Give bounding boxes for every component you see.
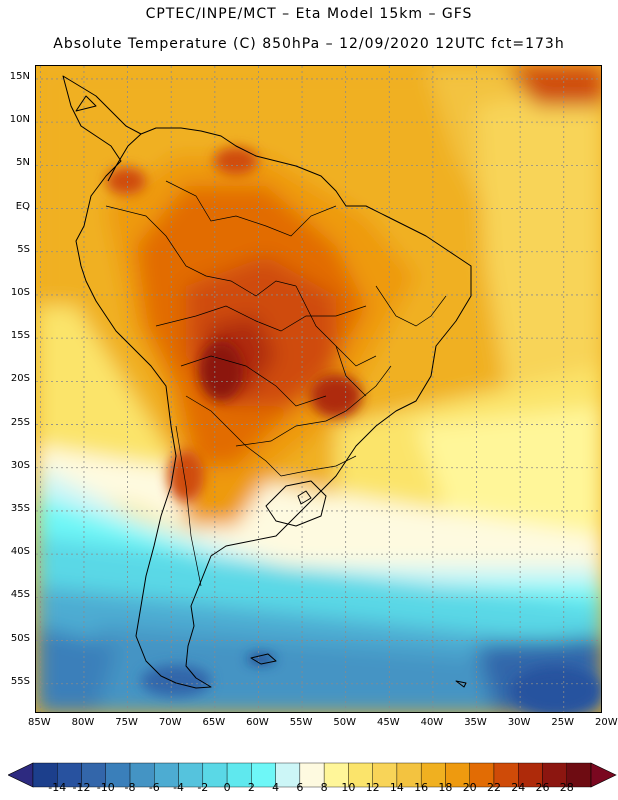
colorbar-label: 2 — [247, 781, 255, 794]
colorbar-label: 26 — [535, 781, 550, 794]
colorbar-swatch — [469, 762, 495, 788]
lat-label: 30S — [10, 459, 30, 471]
temperature-map — [36, 66, 601, 712]
colorbar-label: 6 — [296, 781, 304, 794]
colorbar-label: 12 — [365, 781, 380, 794]
colorbar-label: 14 — [389, 781, 404, 794]
colorbar-swatch — [251, 762, 276, 788]
colorbar-swatch — [202, 762, 228, 788]
colorbar-swatch — [493, 762, 519, 788]
lon-label: 35W — [464, 717, 487, 728]
lon-label: 30W — [507, 717, 531, 728]
colorbar-swatch — [275, 762, 301, 788]
colorbar-label: 10 — [341, 781, 356, 794]
country-borders — [105, 180, 447, 587]
colorbar-label: 20 — [462, 781, 477, 794]
lat-label: 55S — [10, 675, 30, 687]
lon-label: 75W — [115, 717, 138, 728]
lat-label: 15N — [9, 70, 30, 82]
colorbar-label: 16 — [414, 781, 429, 794]
colorbar-swatch — [542, 762, 567, 788]
colorbar-label: 0 — [223, 781, 231, 794]
colorbar-label: -4 — [173, 781, 185, 794]
lat-label: 50S — [10, 632, 30, 644]
colorbar-swatch — [372, 762, 398, 788]
colorbar-swatch — [226, 762, 252, 788]
colorbar-swatch — [32, 762, 58, 788]
colorbar-label: -14 — [48, 781, 67, 794]
colorbar-label: 22 — [486, 781, 501, 794]
colorbar-label: 24 — [511, 781, 526, 794]
colorbar — [8, 762, 617, 788]
colorbar-label: 28 — [559, 781, 574, 794]
colorbar-swatch — [129, 762, 155, 788]
colorbar-swatch — [178, 762, 204, 788]
lon-label: 20W — [595, 717, 618, 728]
lon-label: 85W — [28, 717, 51, 728]
colorbar-under-arrow — [8, 762, 34, 788]
lon-label: 45W — [376, 717, 400, 728]
lon-label: 60W — [246, 717, 269, 728]
lat-label: 5N — [16, 157, 30, 169]
title-line-1: CPTEC/INPE/MCT – Eta Model 15km – GFS — [145, 6, 473, 22]
colorbar-swatch — [566, 762, 592, 788]
title-line-2: Absolute Temperature (C) 850hPa – 12/09/… — [53, 36, 565, 52]
colorbar-swatch — [420, 762, 446, 788]
colorbar-swatch — [518, 762, 543, 788]
lat-label: 35S — [10, 502, 30, 514]
lon-label: 65W — [202, 717, 226, 728]
lat-label: 10S — [10, 286, 30, 298]
lat-label: 45S — [10, 589, 30, 601]
graticule — [36, 66, 601, 712]
lon-label: 40W — [420, 717, 444, 728]
lat-label: 5S — [17, 243, 30, 255]
colorbar-swatch — [299, 762, 325, 788]
colorbar-label: 18 — [438, 781, 453, 794]
colorbar-swatch — [348, 762, 373, 788]
colorbar-label: -6 — [148, 781, 160, 794]
temp-field-shading — [36, 66, 601, 712]
colorbar-label: -8 — [124, 781, 136, 794]
lat-label: 15S — [10, 330, 30, 342]
lat-label: 25S — [10, 416, 30, 428]
colorbar-over-arrow — [590, 762, 617, 788]
lat-label: EQ — [15, 200, 30, 212]
colorbar-swatch — [445, 762, 470, 788]
colorbar-swatch — [323, 762, 349, 788]
colorbar-swatch — [81, 762, 106, 788]
lon-label: 25W — [551, 717, 575, 728]
temp-field-detail — [106, 147, 601, 712]
colorbar-label: -12 — [72, 781, 91, 794]
map-panel — [35, 65, 602, 713]
colorbar-label: -2 — [197, 781, 209, 794]
lat-label: 10N — [9, 114, 30, 126]
lon-label: 70W — [158, 717, 182, 728]
lat-label: 20S — [10, 373, 30, 385]
colorbar-swatch — [105, 762, 131, 788]
colorbar-label: 8 — [320, 781, 328, 794]
colorbar-label: 4 — [272, 781, 280, 794]
colorbar-label: -10 — [96, 781, 115, 794]
lon-label: 80W — [71, 717, 95, 728]
lon-label: 50W — [333, 717, 356, 728]
colorbar-swatch — [57, 762, 82, 788]
lon-label: 55W — [289, 717, 313, 728]
lat-label: 40S — [10, 546, 30, 558]
coastlines — [62, 75, 472, 689]
